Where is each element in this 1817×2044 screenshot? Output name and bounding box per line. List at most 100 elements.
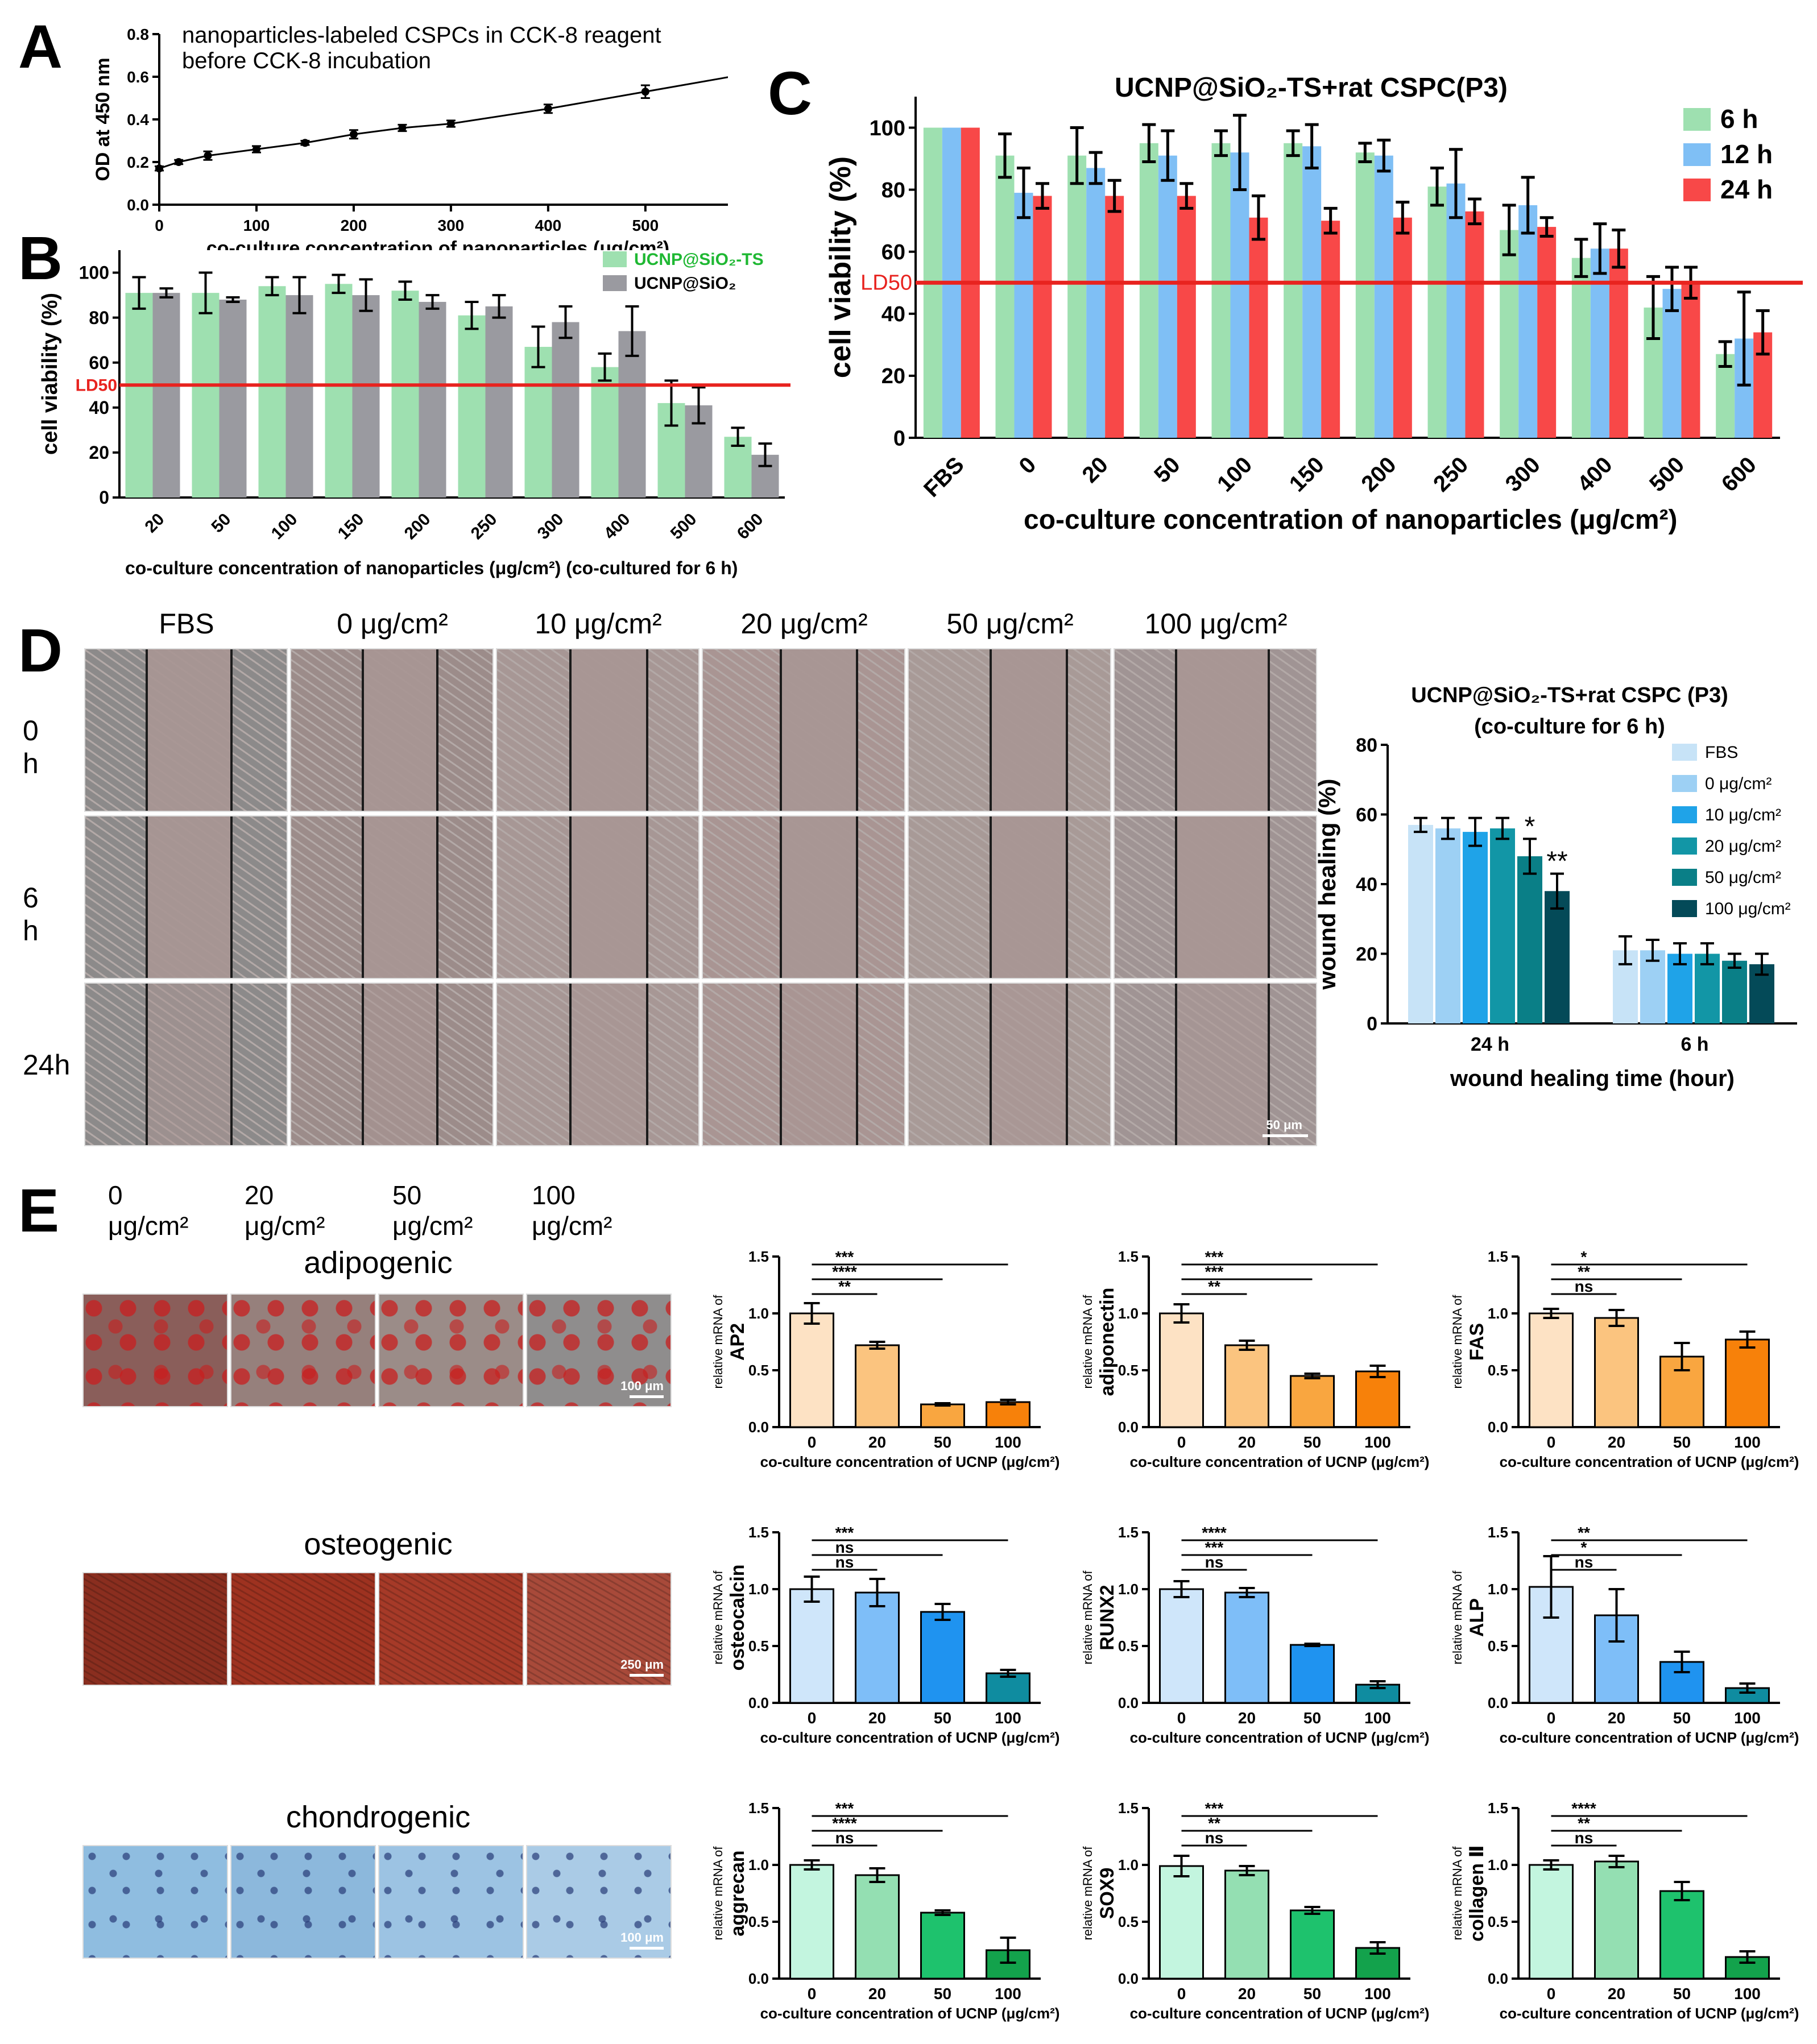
chart-panel-c: 0 20 40 60 80 100 FBS 0 20 50 100 150 200 250 300 400 50… [824,73,1803,535]
data-point [544,105,552,113]
bar [1490,828,1515,1023]
differentiation-micrograph [378,1293,524,1407]
bar [1545,891,1570,1023]
data-point [155,164,163,173]
y-tick-label: 0.5 [1488,1362,1508,1379]
significance-label: *** [1205,1800,1224,1817]
y-tick-label: 0.0 [1118,1694,1139,1711]
x-axis-title: co-culture concentration of nanoparticle… [1024,505,1678,535]
x-tick-label: 50 [1673,1709,1691,1727]
x-tick-label: 6 h [1681,1034,1708,1055]
significance-label: ns [835,1553,854,1571]
y-tick-label: 1.5 [1488,1524,1508,1541]
data-point [252,145,260,154]
y-axis-title-gene: adiponectin [1096,1288,1118,1396]
x-tick-label: 100 [1734,1709,1761,1727]
y-tick-label: 0.4 [127,111,149,128]
significance-label: ** [838,1278,851,1295]
x-tick-label: 50 [1303,1709,1321,1727]
x-tick-label: 20 [868,1709,886,1727]
y-tick-label: 1.0 [1118,1305,1139,1322]
legend-swatch [1672,900,1697,917]
x-tick-label: 0 [1547,1709,1556,1727]
legend-swatch [1672,744,1697,761]
x-tick-label: 250 [1429,452,1473,496]
bar [1224,1344,1269,1428]
bar [1427,186,1447,438]
x-axis-title: co-culture concentration of UCNP (μg/cm²… [1500,2005,1799,2022]
y-tick-label: 0.2 [127,154,149,171]
y-axis-title-gene: osteocalcin [727,1564,748,1670]
data-point [175,158,183,166]
bar [1290,1644,1335,1704]
chart-panel-a: 0.00.20.40.60.80100200300400500600nanopa… [92,23,728,250]
legend-swatch [603,275,627,291]
legend-swatch [603,251,627,267]
y-axis-title-gene: FAS [1466,1323,1488,1361]
x-tick-label: 400 [535,217,562,234]
bar [1681,283,1700,438]
wound-healing-micrograph [496,648,700,812]
bar [1230,152,1249,438]
x-tick-label: 300 [438,217,465,234]
bar [1594,1860,1639,1980]
bar [1537,227,1557,438]
y-tick-label: 1.0 [748,1305,769,1322]
x-tick-label: 300 [534,510,568,544]
bar [1529,1864,1574,1980]
x-tick-label: 0 [1015,452,1041,479]
y-tick-label: 1.0 [1488,1305,1508,1322]
y-axis-title-line1: relative mRNA of [1081,1295,1095,1389]
y-tick-label: 1.5 [1118,1800,1139,1817]
y-tick-label: 1.5 [748,1800,769,1817]
x-axis-title: co-culture concentration of UCNP (μg/cm²… [760,1453,1060,1470]
x-tick-label: 0 [155,217,164,234]
x-tick-label: 50 [1673,1433,1691,1451]
y-tick-label: 40 [1356,874,1377,895]
x-tick-label: 20 [1608,1709,1625,1727]
y-tick-label: 0.0 [1118,1419,1139,1436]
concentration-label: 100 μg/cm² [532,1180,612,1241]
wound-image-column-label: 50 μg/cm² [946,608,1074,640]
x-tick-label: 600 [734,510,767,544]
legend-label: 100 μg/cm² [1705,899,1791,918]
x-tick-label: 50 [1303,1433,1321,1451]
bar [1139,143,1158,438]
bar [1033,196,1052,438]
legend-label: UCNP@SiO₂-TS [634,250,764,269]
significance-label: *** [835,1800,854,1817]
y-axis-title-gene: ALP [1466,1598,1488,1637]
differentiation-micrograph [230,1845,376,1959]
x-tick-label: 50 [1303,1985,1321,2002]
significance-star: ** [1546,847,1567,877]
od-line [159,76,728,169]
data-point [301,139,309,147]
y-axis-title-gene: RUNX2 [1096,1585,1118,1650]
wound-healing-micrograph [496,982,700,1146]
x-tick-label: 0 [1177,1709,1186,1727]
bar [1465,211,1484,438]
differentiation-micrograph: 250 μm [526,1572,672,1686]
x-axis-title: co-culture concentration of nanoparticle… [125,558,738,578]
bar [219,300,247,497]
y-tick-label: 0.8 [127,26,149,43]
bar [552,322,580,497]
y-tick-label: 0.5 [748,1637,769,1655]
x-tick-label: 300 [1501,452,1545,496]
bar [352,295,380,497]
bar [1695,953,1720,1023]
y-tick-label: 0.5 [1488,1637,1508,1655]
bar [920,1611,965,1704]
bar [995,155,1015,438]
legend-label: 0 μg/cm² [1705,774,1772,793]
y-tick-label: 0 [99,487,109,508]
x-tick-label: 24 h [1471,1034,1509,1055]
concentration-label: 20 μg/cm² [245,1180,325,1241]
x-tick-label: 500 [1645,452,1689,496]
bar [1355,152,1375,438]
legend-label: 12 h [1720,139,1773,169]
